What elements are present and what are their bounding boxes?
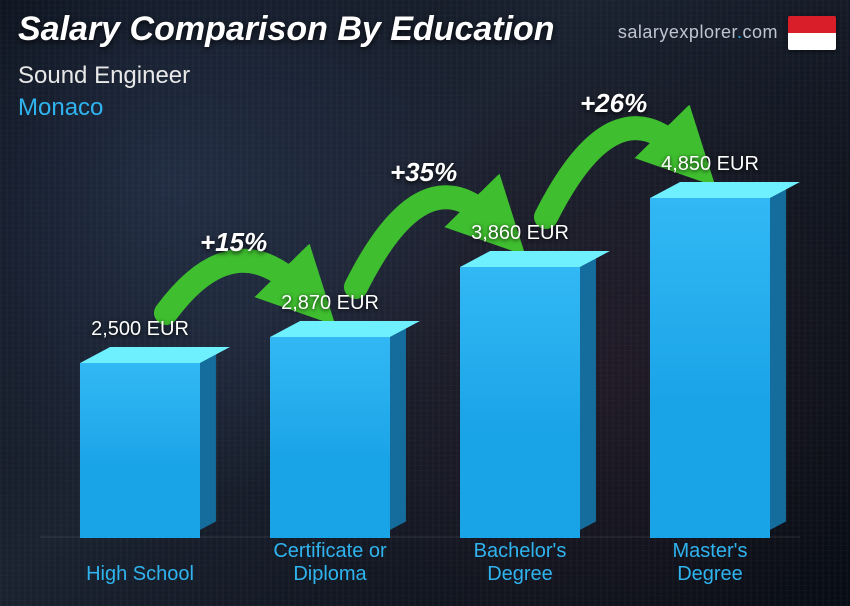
- bar-front: [460, 267, 580, 538]
- bar-side: [770, 181, 786, 530]
- bar: [650, 198, 770, 538]
- category-label: Master'sDegree: [620, 540, 800, 586]
- watermark-prefix: salaryexplorer: [618, 22, 737, 42]
- flag-bottom-stripe: [788, 33, 836, 50]
- increase-label: +15%: [200, 227, 267, 258]
- value-label: 3,860 EUR: [440, 222, 600, 245]
- value-label: 2,870 EUR: [250, 292, 410, 315]
- bar-group: Bachelor'sDegree3,860 EUR: [445, 227, 595, 586]
- bar-group: Master'sDegree4,850 EUR: [635, 158, 785, 586]
- value-label: 2,500 EUR: [60, 318, 220, 341]
- page-title: Salary Comparison By Education: [18, 10, 555, 49]
- bar-group: Certificate orDiploma2,870 EUR: [255, 297, 405, 586]
- bar-chart: High School2,500 EURCertificate orDiplom…: [40, 140, 800, 586]
- flag-monaco: [788, 16, 836, 50]
- bar-group: High School2,500 EUR: [65, 323, 215, 586]
- category-label: Certificate orDiploma: [240, 540, 420, 586]
- watermark-suffix: com: [742, 22, 778, 42]
- bar-front: [80, 363, 200, 538]
- bar-side: [390, 320, 406, 530]
- bar: [270, 337, 390, 538]
- infographic-canvas: Salary Comparison By Education Sound Eng…: [0, 0, 850, 606]
- watermark: salaryexplorer.com: [618, 22, 778, 43]
- subtitle-role: Sound Engineer: [18, 62, 190, 90]
- increase-label: +26%: [580, 88, 647, 119]
- bar: [80, 363, 200, 538]
- flag-top-stripe: [788, 16, 836, 33]
- bar-front: [650, 198, 770, 538]
- bar-side: [200, 346, 216, 530]
- bar-front: [270, 337, 390, 538]
- bar-side: [580, 250, 596, 530]
- category-label: High School: [50, 563, 230, 586]
- increase-label: +35%: [390, 157, 457, 188]
- subtitle-location: Monaco: [18, 94, 103, 122]
- value-label: 4,850 EUR: [630, 153, 790, 176]
- category-label: Bachelor'sDegree: [430, 540, 610, 586]
- bar: [460, 267, 580, 538]
